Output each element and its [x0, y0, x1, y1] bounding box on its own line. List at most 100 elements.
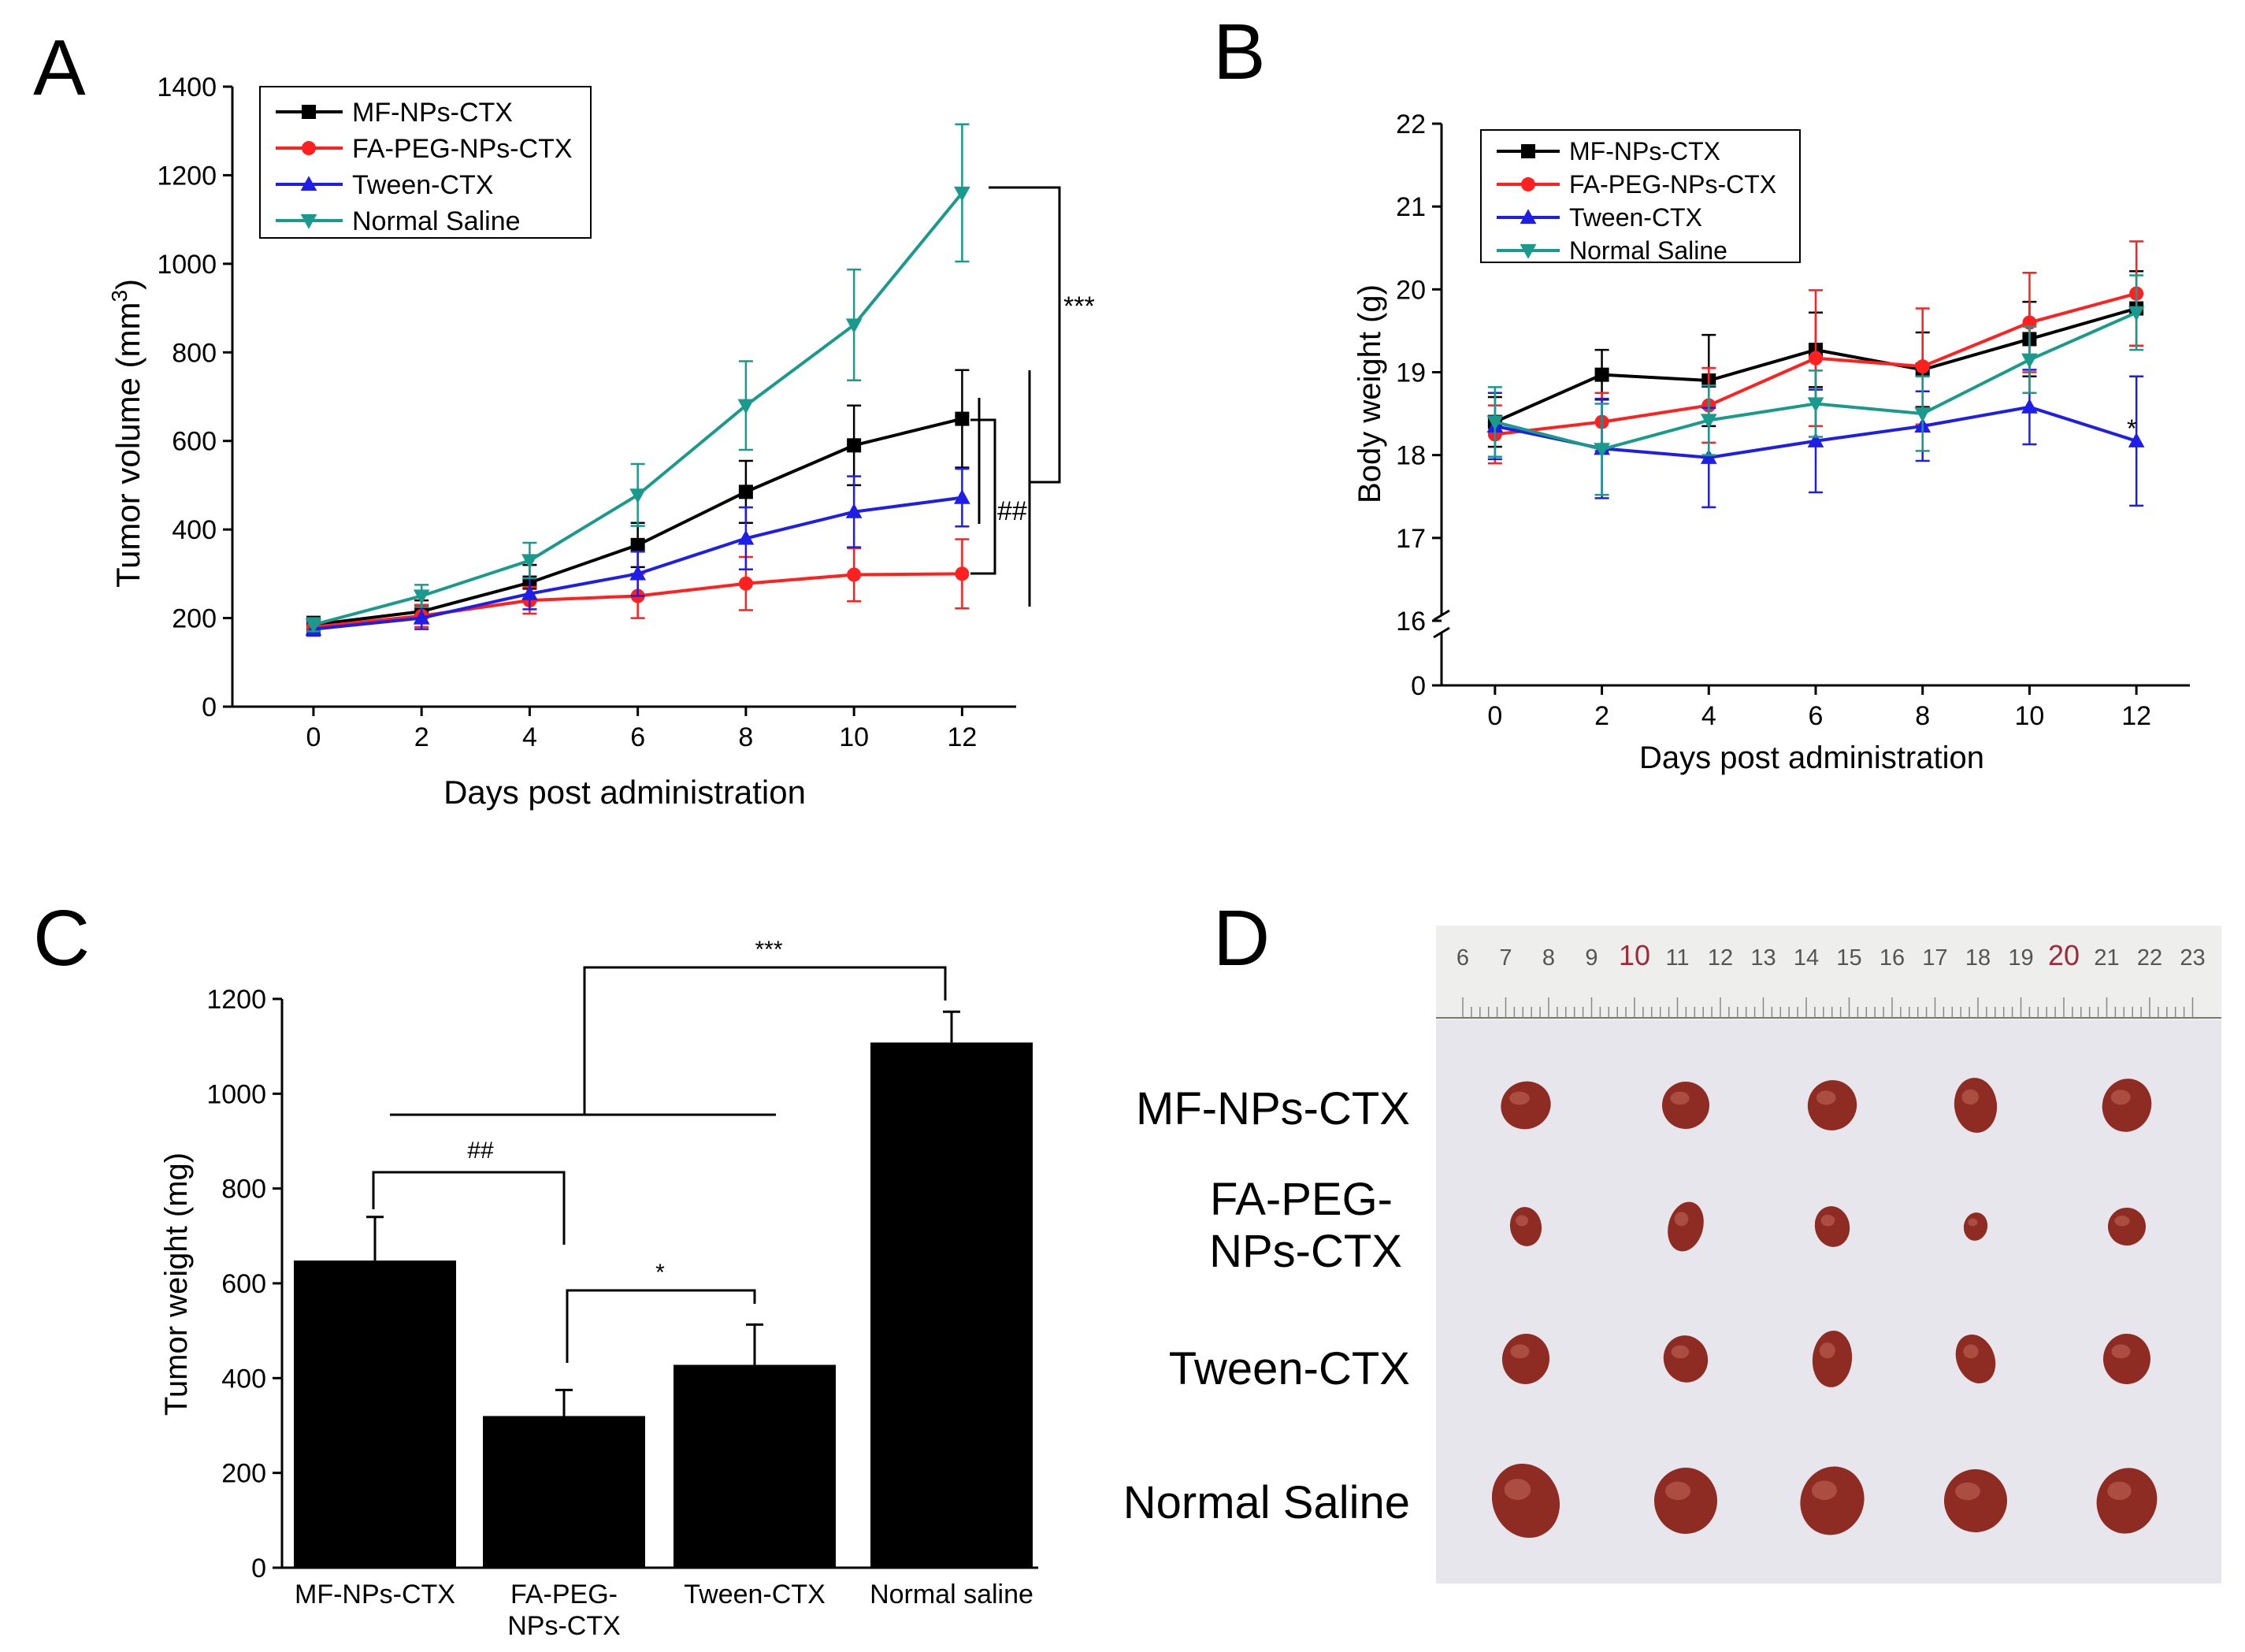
tumor-highlight: [1671, 1345, 1690, 1359]
chart-b-ytick-label: 20: [1396, 275, 1426, 305]
chart-b-xlabel: Days post administration: [1639, 741, 1984, 775]
photo-row-label: FA-PEG-: [1210, 1174, 1393, 1225]
chart-c-ylabel: Tumor weight (mg): [159, 1153, 194, 1416]
chart-b-legend-label: MF-NPs-CTX: [1569, 137, 1720, 165]
chart-a-point: [954, 488, 970, 504]
chart-a-xtick-label: 4: [522, 722, 537, 752]
ruler-number: 19: [2008, 945, 2033, 971]
chart-b-point: [1807, 397, 1824, 413]
chart-b-legend-label: FA-PEG-NPs-CTX: [1569, 170, 1776, 199]
tumor-highlight: [1968, 1218, 1978, 1227]
chart-c-bar: [870, 1042, 1033, 1568]
chart-a-point: [737, 399, 755, 414]
chart-b-point: [1700, 449, 1717, 464]
tumor-highlight: [1504, 1479, 1531, 1501]
chart-a-xtick-label: 0: [306, 722, 321, 752]
chart-c-bracket-triple: [390, 966, 947, 1116]
chart-a-point: [954, 186, 970, 202]
chart-b-ytick-label: 19: [1396, 358, 1426, 388]
chart-b-axes: 0 2 4 6 8 10 12 0 16 17 18 19 20 21 22: [1396, 110, 2190, 731]
chart-a-ytick-label: 200: [172, 604, 217, 634]
ruler-number: 9: [1585, 945, 1597, 971]
chart-c-category-label: FA-PEG-: [510, 1580, 618, 1609]
tumor-highlight: [1665, 1481, 1690, 1501]
chart-a-point: [305, 618, 322, 633]
chart-a-sig-triple: ***: [1063, 291, 1095, 321]
chart-c-sig-triple: ***: [755, 937, 782, 963]
chart-b-series: [1486, 240, 2145, 509]
chart-b-series-3: [1486, 274, 2145, 496]
tumor-highlight: [1819, 1342, 1835, 1359]
panel-label-b: B: [1213, 8, 1266, 96]
chart-a-point: [629, 565, 647, 581]
chart-a-xtick-label: 12: [947, 722, 977, 752]
chart-c-category-label: MF-NPs-CTX: [295, 1580, 455, 1609]
ruler: [1436, 926, 2221, 1020]
ruler-number: 18: [1965, 945, 1991, 971]
chart-b-point: [1809, 351, 1823, 366]
chart-b-legend-marker: [1521, 144, 1535, 158]
tumor-highlight: [2110, 1090, 2131, 1105]
chart-b-xtick-label: 8: [1915, 701, 1930, 731]
tumor-highlight: [1812, 1480, 1837, 1501]
chart-a-ytick-label: 1400: [157, 72, 217, 102]
chart-c-ytick-label: 600: [221, 1269, 266, 1299]
tumor-highlight: [1670, 1091, 1690, 1105]
tumor-highlight: [1955, 1482, 1980, 1501]
chart-b-xtick-label: 0: [1487, 701, 1502, 731]
chart-a-ytick-label: 1000: [157, 250, 217, 280]
chart-a-point: [738, 484, 753, 499]
chart-c-sig-double: ##: [467, 1138, 494, 1164]
chart-b-point: [1914, 407, 1931, 422]
chart-b-ytick-label: 22: [1396, 110, 1426, 139]
chart-b-ytick-label: 0: [1411, 671, 1426, 701]
tumor-highlight: [1516, 1215, 1528, 1227]
panel-label-a: A: [33, 24, 86, 112]
tumor-highlight: [2111, 1344, 2131, 1359]
ruler-number: 11: [1665, 945, 1689, 971]
chart-a-legend-label: FA-PEG-NPs-CTX: [352, 134, 573, 164]
chart-a-legend: MF-NPs-CTX FA-PEG-NPs-CTX Tween-CTX Normal …: [259, 86, 592, 239]
chart-a-point: [413, 609, 430, 625]
photo-row-label: NPs-CTX: [1209, 1226, 1402, 1277]
chart-a-xtick-label: 10: [839, 722, 869, 752]
chart-a-legend-items: MF-NPs-CTX FA-PEG-NPs-CTX Tween-CTX Normal …: [276, 98, 573, 236]
chart-a-point: [847, 438, 862, 453]
chart-b-axis-break: [1433, 609, 1450, 622]
chart-a-ytick-label: 600: [172, 427, 217, 457]
chart-a-point: [955, 411, 970, 426]
chart-a-point: [847, 567, 862, 582]
ruler-number: 17: [1922, 945, 1947, 971]
chart-a-xtick-label: 6: [630, 722, 645, 752]
chart-c-category-label: Normal saline: [870, 1580, 1033, 1609]
panel-label-c: C: [33, 894, 90, 982]
ruler-number: 23: [2180, 945, 2205, 971]
chart-b-point: [1594, 367, 1609, 382]
chart-a-point: [629, 488, 647, 504]
ruler-number: 6: [1456, 945, 1469, 971]
chart-b-xtick-label: 2: [1594, 701, 1609, 731]
chart-b-ytick-label: 16: [1396, 607, 1426, 637]
ruler-number: 22: [2137, 945, 2162, 971]
chart-c-bracket-single: [566, 1289, 756, 1363]
tumor-highlight: [1961, 1089, 1980, 1105]
tumor-highlight: [1816, 1090, 1836, 1105]
chart-a-legend-marker: [302, 105, 316, 119]
ruler-number: 12: [1708, 945, 1733, 971]
ruler-number: 16: [1879, 945, 1905, 971]
chart-b-legend-items: MF-NPs-CTX FA-PEG-NPs-CTX Tween-CTX Normal …: [1497, 137, 1776, 265]
chart-a-point: [955, 566, 970, 581]
chart-c-bar: [674, 1364, 836, 1568]
chart-b-legend-marker: [1520, 209, 1537, 225]
tumor-highlight: [2107, 1481, 2132, 1501]
tumor-highlight: [1509, 1091, 1530, 1105]
chart-b-point: [1700, 414, 1717, 429]
chart-a-ylabel-end: ): [109, 279, 147, 290]
chart-a-ytick-label: 1200: [157, 161, 217, 191]
chart-c-ytick-label: 400: [221, 1364, 266, 1394]
chart-b-legend-label: Tween-CTX: [1569, 203, 1702, 232]
tumor-highlight: [1674, 1212, 1689, 1227]
tumor-photo: 6 7 8 9 10 11 12 13 14 15 16 17 18 19 20 21 22 23 MF-NPs-…: [1123, 926, 2221, 1583]
photo-row-label: MF-NPs-CTX: [1136, 1083, 1410, 1134]
